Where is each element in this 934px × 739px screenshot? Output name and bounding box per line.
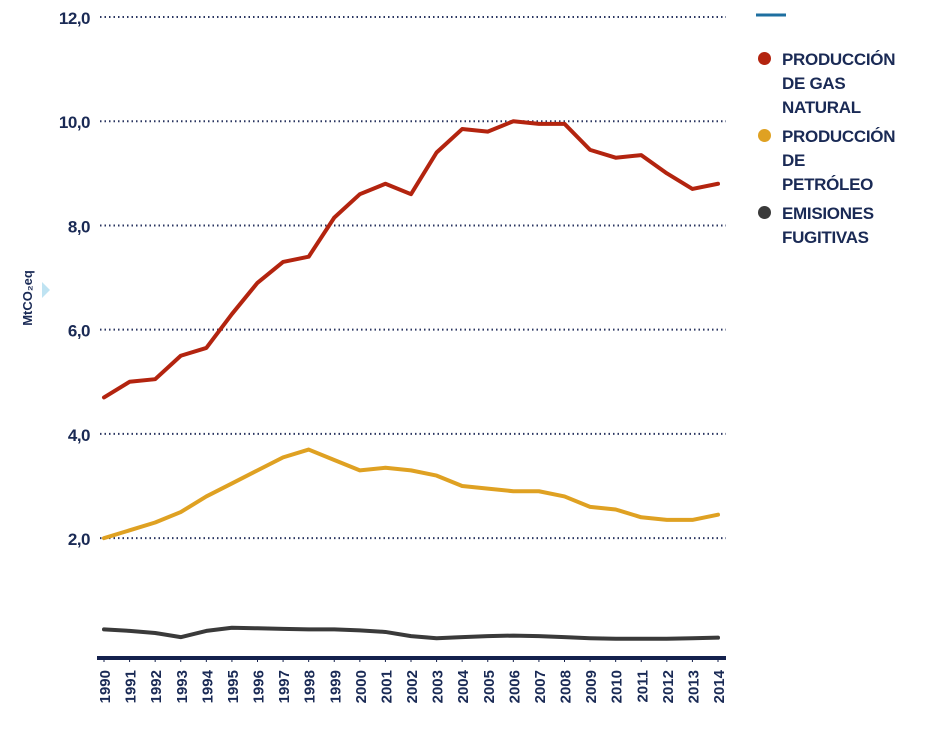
x-tick-label: 2012	[660, 670, 677, 703]
y-tick-label: 8,0	[68, 217, 90, 236]
legend-label: PRODUCCIÓN DE PETRÓLEO	[782, 127, 896, 194]
x-tick-label: 1999	[327, 670, 344, 703]
x-tick-label: 1998	[302, 670, 319, 703]
x-tick-label: 2011	[634, 670, 651, 703]
x-tick-label: 1996	[251, 670, 268, 703]
x-tick-label: 2001	[378, 670, 395, 703]
x-tick-label: 2010	[609, 670, 626, 703]
line-series	[102, 119, 720, 400]
x-tick-label: 2002	[404, 670, 421, 703]
x-tick-label: 1993	[174, 670, 191, 703]
x-tick-label: 2000	[353, 670, 370, 703]
x-tick-label: 2009	[583, 670, 600, 703]
x-tick-label: 1991	[123, 670, 140, 703]
x-tick-label: 1990	[97, 670, 114, 703]
x-tick-label: 1997	[276, 670, 293, 703]
y-axis-label: MtCO₂eq	[20, 270, 35, 326]
x-tick-label: 1994	[199, 669, 216, 703]
legend-label: PRODUCCIÓN DE GAS NATURAL	[782, 50, 896, 117]
x-tick-label: 2006	[506, 670, 523, 703]
y-tick-label: 10,0	[59, 113, 90, 132]
axis-arrow	[42, 282, 50, 298]
x-tick-label: 2013	[685, 670, 702, 703]
line-series	[102, 625, 720, 641]
x-tick-label: 2014	[711, 669, 728, 703]
x-tick-label: 1992	[148, 670, 165, 703]
legend-label: EMISIONES FUGITIVAS	[782, 204, 874, 247]
y-tick-label: 4,0	[68, 426, 90, 445]
y-tick-label: 6,0	[68, 322, 90, 341]
legend-swatch	[758, 52, 771, 65]
x-tick-label: 2005	[481, 670, 498, 703]
y-tick-label: 2,0	[68, 530, 90, 549]
x-tick-label: 1995	[225, 670, 242, 703]
x-tick-label: 2007	[532, 670, 549, 703]
y-tick-label: 12,0	[59, 9, 90, 28]
x-tick-label: 2008	[558, 670, 575, 703]
legend-swatch	[758, 129, 771, 142]
line-series	[102, 447, 720, 541]
x-tick-label: 2004	[455, 669, 472, 703]
x-tick-label: 2003	[430, 670, 447, 703]
legend-swatch	[758, 206, 771, 219]
